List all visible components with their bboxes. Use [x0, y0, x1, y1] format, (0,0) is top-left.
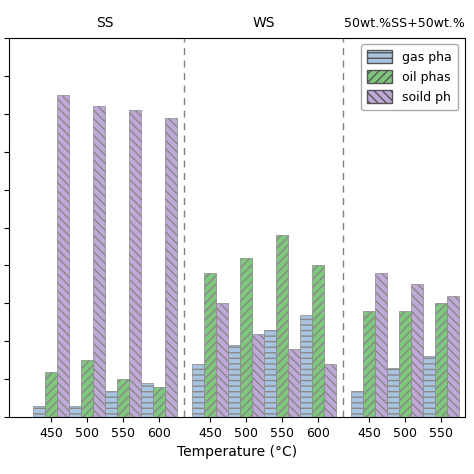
Text: WS: WS: [253, 16, 275, 30]
Bar: [375, 273, 387, 417]
Bar: [165, 118, 177, 417]
Bar: [228, 345, 240, 417]
Bar: [192, 364, 204, 417]
Text: SS: SS: [96, 16, 114, 30]
Legend: gas pha, oil phas, soild ph: gas pha, oil phas, soild ph: [361, 44, 458, 110]
Bar: [240, 258, 252, 417]
Bar: [153, 387, 165, 417]
Bar: [288, 349, 300, 417]
Bar: [216, 303, 228, 417]
X-axis label: Temperature (°C): Temperature (°C): [177, 446, 297, 459]
Bar: [252, 334, 264, 417]
Bar: [57, 95, 69, 417]
Bar: [423, 356, 435, 417]
Bar: [117, 379, 129, 417]
Bar: [105, 391, 117, 417]
Bar: [324, 364, 336, 417]
Bar: [93, 106, 105, 417]
Bar: [81, 360, 93, 417]
Bar: [447, 296, 458, 417]
Bar: [363, 311, 375, 417]
Bar: [46, 372, 57, 417]
Bar: [387, 368, 399, 417]
Bar: [276, 235, 288, 417]
Bar: [129, 110, 141, 417]
Bar: [204, 273, 216, 417]
Bar: [411, 284, 423, 417]
Bar: [435, 303, 447, 417]
Bar: [33, 406, 46, 417]
Bar: [351, 391, 363, 417]
Bar: [312, 265, 324, 417]
Bar: [264, 330, 276, 417]
Bar: [69, 406, 81, 417]
Bar: [300, 315, 312, 417]
Text: 50wt.%SS+50wt.%: 50wt.%SS+50wt.%: [344, 18, 465, 30]
Bar: [141, 383, 153, 417]
Bar: [399, 311, 411, 417]
